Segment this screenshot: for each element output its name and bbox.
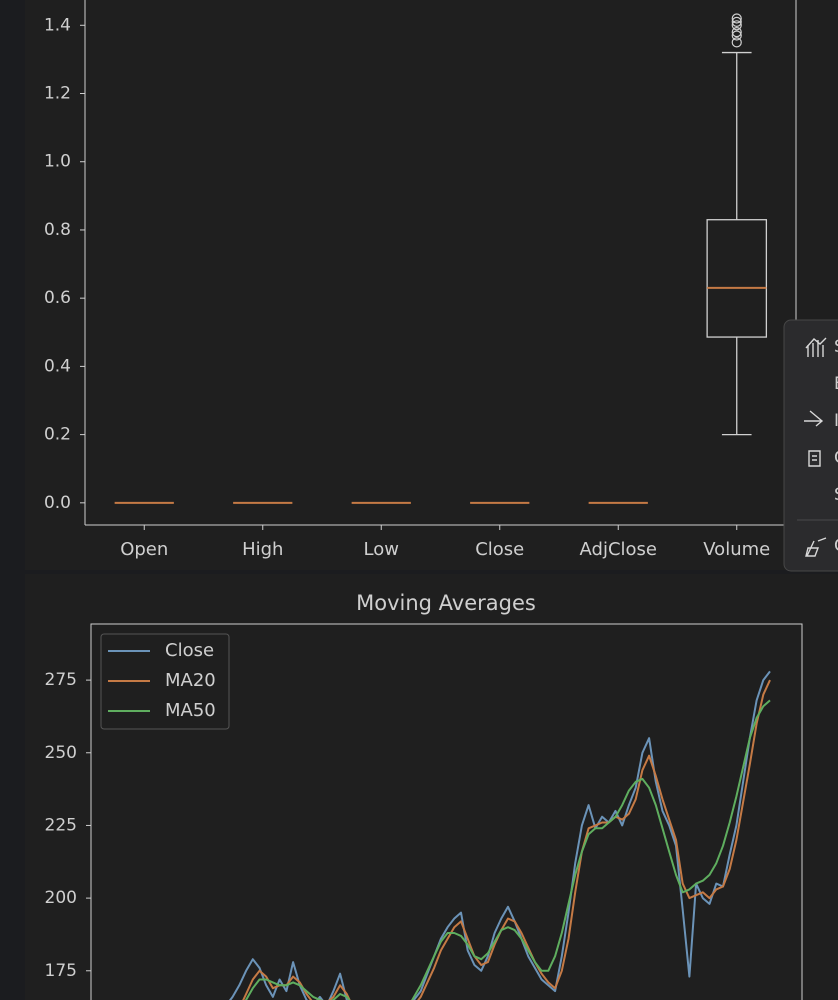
y-tick-label: 1.0	[44, 152, 71, 172]
box	[706, 219, 768, 338]
x-tick-label: High	[242, 539, 283, 560]
x-tick-label: Close	[475, 539, 524, 560]
legend-label: MA50	[165, 700, 216, 721]
y-tick-label: 1.4	[44, 15, 71, 35]
y-tick-label: 0.2	[44, 425, 71, 445]
menu-panel	[783, 319, 838, 572]
y-tick-label: 175	[45, 961, 77, 981]
menu-item[interactable]: C	[834, 536, 838, 556]
y-tick-label: 0.8	[44, 220, 71, 240]
menu-icon	[805, 337, 827, 357]
flier	[731, 13, 742, 24]
flier	[731, 27, 742, 38]
y-tick-label: 1.2	[44, 84, 71, 104]
y-tick-label: 0.4	[44, 356, 71, 376]
legend	[100, 633, 230, 730]
context-menu: SEICSC	[783, 319, 838, 572]
menu-item[interactable]: I	[834, 411, 838, 431]
menu-item[interactable]: S	[834, 485, 838, 505]
x-tick-label: Low	[364, 539, 399, 560]
flier	[731, 37, 742, 48]
output-cell	[25, 0, 838, 570]
menu-icon	[805, 537, 827, 557]
plot-area	[228, 670, 771, 1000]
y-tick-label: 0.6	[44, 288, 71, 308]
x-tick-label: Volume	[703, 539, 770, 560]
menu-item[interactable]: C	[834, 448, 838, 468]
y-tick-label: 225	[45, 815, 77, 835]
menu-item[interactable]: S	[834, 337, 838, 357]
y-tick-label: 250	[45, 743, 77, 763]
flier	[731, 20, 742, 31]
flier	[731, 30, 742, 41]
plot-frame	[90, 623, 803, 1000]
x-tick-label: AdjClose	[580, 539, 657, 560]
menu-item[interactable]: E	[834, 374, 838, 394]
menu-icon	[804, 410, 824, 427]
legend-label: MA20	[165, 670, 216, 691]
y-tick-label: 0.0	[44, 493, 71, 513]
chart-title: Moving Averages	[356, 591, 536, 615]
menu-icon	[808, 450, 821, 467]
flier	[731, 16, 742, 27]
y-tick-label: 275	[45, 670, 77, 690]
series-line	[244, 699, 771, 1000]
x-tick-label: Open	[120, 539, 168, 560]
legend-label: Close	[165, 640, 214, 661]
y-tick-label: 200	[45, 888, 77, 908]
